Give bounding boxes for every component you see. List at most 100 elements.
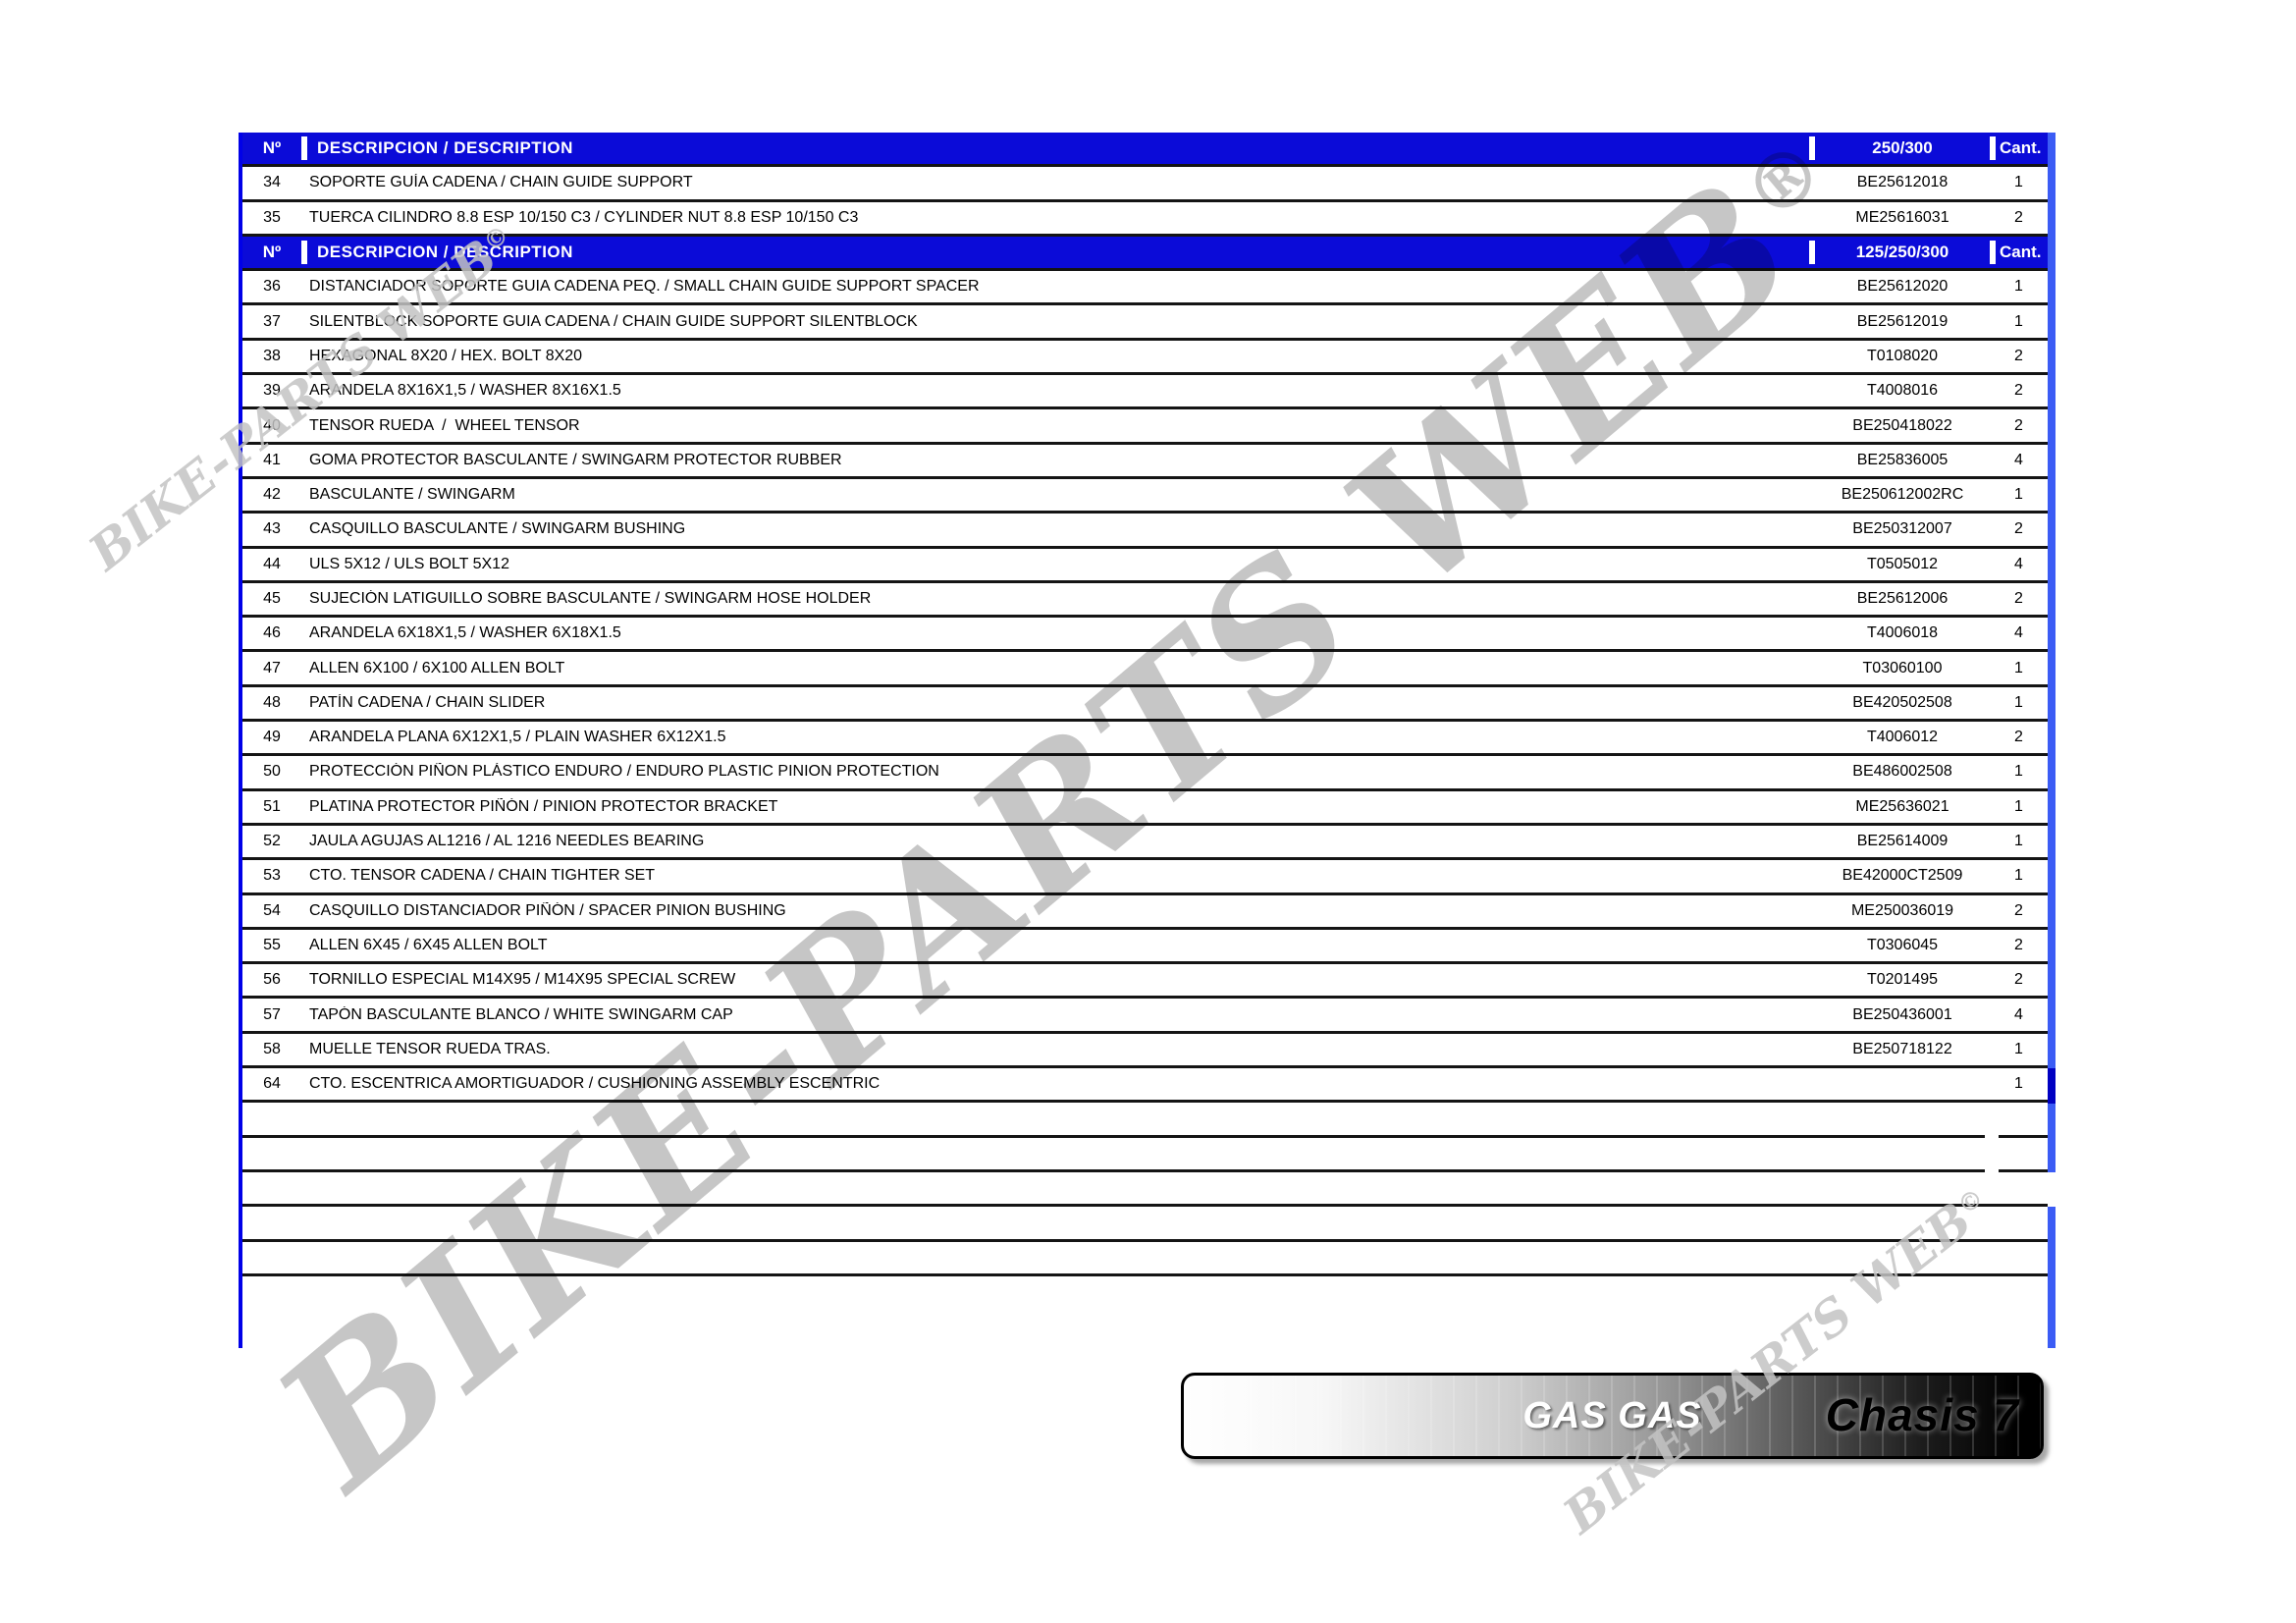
blank-row	[242, 1242, 2048, 1276]
part-quantity: 1	[2014, 1040, 2023, 1057]
part-number-index: 58	[263, 1040, 281, 1057]
part-description: TUERCA CILINDRO 8.8 ESP 10/150 C3 / CYLI…	[309, 208, 859, 226]
table-row: 34 SOPORTE GUÍA CADENA / CHAIN GUIDE SUPP…	[242, 167, 2048, 202]
part-description: HEXAGONAL 8X20 / HEX. BOLT 8X20	[309, 347, 583, 364]
table-row: 54 CASQUILLO DISTANCIADOR PIÑÓN / SPACER …	[242, 895, 2048, 930]
footer-plate: GAS GAS Chasis 7	[1181, 1373, 2044, 1459]
part-reference: T0306045	[1866, 936, 1939, 953]
part-quantity: 2	[2014, 416, 2023, 434]
part-description: CTO. ESCENTRICA AMORTIGUADOR / CUSHIONIN…	[309, 1075, 881, 1093]
part-reference: ME250036019	[1850, 901, 1954, 919]
header-no: Nº	[262, 243, 282, 262]
part-description: GOMA PROTECTOR BASCULANTE / SWINGARM PRO…	[309, 451, 842, 468]
part-quantity: 4	[2014, 1005, 2023, 1023]
blank-row-tall	[242, 1276, 2048, 1348]
part-number-index: 51	[263, 797, 281, 815]
part-quantity: 2	[2014, 382, 2023, 400]
table-row: 53 CTO. TENSOR CADENA / CHAIN TIGHTER SET…	[242, 860, 2048, 895]
part-reference: BE250436001	[1852, 1005, 1952, 1023]
part-description: ULS 5X12 / ULS BOLT 5X12	[309, 555, 509, 572]
row-64-right-marker	[2048, 1068, 2056, 1104]
part-number-index: 36	[263, 278, 281, 296]
table-rows-container: Nº DESCRIPCION / DESCRIPTION 250/300 Cant. 3…	[242, 133, 2048, 1348]
blank-row	[242, 1172, 2048, 1208]
table-row: 51 PLATINA PROTECTOR PIÑÓN / PINION PROTE…	[242, 791, 2048, 826]
header-quantity: Cant.	[2000, 138, 2042, 158]
part-description: TENSOR RUEDA / WHEEL TENSOR	[309, 416, 580, 434]
chapter-label: Chasis 7	[1825, 1388, 2019, 1440]
part-quantity: 2	[2014, 901, 2023, 919]
part-quantity: 1	[2014, 278, 2023, 296]
part-reference: BE486002508	[1852, 763, 1952, 781]
part-reference: BE25614009	[1856, 833, 1949, 850]
part-quantity: 1	[2014, 659, 2023, 676]
part-quantity: 2	[2014, 936, 2023, 953]
part-number-index: 53	[263, 867, 281, 885]
part-quantity: 1	[2014, 486, 2023, 504]
part-description: DISTANCIADOR SOPORTE GUIA CADENA PEQ. / …	[309, 278, 980, 296]
part-quantity: 1	[2014, 763, 2023, 781]
header-reference: 125/250/300	[1855, 243, 1949, 262]
header-reference: 250/300	[1872, 138, 1933, 158]
part-description: TORNILLO ESPECIAL M14X95 / M14X95 SPECIA…	[309, 971, 736, 989]
part-quantity: 1	[2014, 1075, 2023, 1093]
part-description: PATÍN CADENA / CHAIN SLIDER	[309, 693, 546, 711]
part-description: ARANDELA 8X16X1,5 / WASHER 8X16X1.5	[309, 382, 621, 400]
part-reference: ME25616031	[1855, 208, 1949, 226]
part-number-index: 37	[263, 312, 281, 330]
part-description: SUJECIÓN LATIGUILLO SOBRE BASCULANTE / S…	[309, 590, 872, 607]
part-description: CTO. TENSOR CADENA / CHAIN TIGHTER SET	[309, 867, 656, 885]
part-number-index: 52	[263, 833, 281, 850]
part-reference: BE25612018	[1856, 174, 1949, 191]
header-separator	[301, 136, 307, 161]
brand-logo-text: GAS GAS	[1522, 1394, 1702, 1436]
part-number-index: 48	[263, 693, 281, 711]
part-quantity: 2	[2014, 590, 2023, 607]
table-row: 39 ARANDELA 8X16X1,5 / WASHER 8X16X1.5 T40…	[242, 375, 2048, 410]
part-quantity: 1	[2014, 174, 2023, 191]
part-reference: ME25636021	[1855, 797, 1949, 815]
table-row: 48 PATÍN CADENA / CHAIN SLIDER BE420502508…	[242, 687, 2048, 723]
part-reference: BE25612019	[1856, 312, 1949, 330]
part-number-index: 47	[263, 659, 281, 676]
table-left-border	[239, 133, 242, 1348]
part-number-index: 40	[263, 416, 281, 434]
table-row: 46 ARANDELA 6X18X1,5 / WASHER 6X18X1.5 T40…	[242, 618, 2048, 653]
part-reference: BE250612002RC	[1841, 486, 1964, 504]
part-description: CASQUILLO DISTANCIADOR PIÑÓN / SPACER PI…	[309, 901, 786, 919]
table-row: 38 HEXAGONAL 8X20 / HEX. BOLT 8X20 T010802…	[242, 341, 2048, 376]
part-reference: T4006018	[1866, 624, 1939, 642]
table-row: 45 SUJECIÓN LATIGUILLO SOBRE BASCULANTE /…	[242, 583, 2048, 619]
blank-row	[242, 1138, 2048, 1172]
table-row: 52 JAULA AGUJAS AL1216 / AL 1216 NEEDLES …	[242, 826, 2048, 861]
header-separator	[1809, 240, 1815, 265]
part-quantity: 2	[2014, 520, 2023, 538]
header-description: DESCRIPCION / DESCRIPTION	[317, 243, 573, 262]
part-number-index: 43	[263, 520, 281, 538]
part-reference: T0201495	[1866, 971, 1939, 989]
part-quantity: 4	[2014, 555, 2023, 572]
part-description: SOPORTE GUÍA CADENA / CHAIN GUIDE SUPPOR…	[309, 174, 693, 191]
blank-row	[242, 1103, 2048, 1138]
part-number-index: 44	[263, 555, 281, 572]
header-separator	[301, 240, 307, 265]
table-row: 58 MUELLE TENSOR RUEDA TRAS. BE250718122 1	[242, 1034, 2048, 1069]
ruled-line-gap	[1985, 1168, 1999, 1173]
part-number-index: 49	[263, 729, 281, 746]
table-row: 55 ALLEN 6X45 / 6X45 ALLEN BOLT T0306045 2	[242, 930, 2048, 965]
part-quantity: 1	[2014, 312, 2023, 330]
table-row: 50 PROTECCIÓN PIÑON PLÁSTICO ENDURO / END…	[242, 756, 2048, 791]
part-number-index: 64	[263, 1075, 281, 1093]
part-number-index: 45	[263, 590, 281, 607]
table-row: 64 CTO. ESCENTRICA AMORTIGUADOR / CUSHION…	[242, 1068, 2048, 1104]
part-number-index: 46	[263, 624, 281, 642]
part-reference: T4006012	[1866, 729, 1939, 746]
part-reference: BE42000CT2509	[1842, 867, 1963, 885]
table-row: 43 CASQUILLO BASCULANTE / SWINGARM BUSHIN…	[242, 514, 2048, 549]
parts-table: Nº DESCRIPCION / DESCRIPTION 250/300 Cant. 3…	[239, 133, 2056, 1348]
header-quantity: Cant.	[2000, 243, 2042, 262]
part-reference: BE25612006	[1856, 590, 1949, 607]
table-row: 47 ALLEN 6X100 / 6X100 ALLEN BOLT T0306010…	[242, 652, 2048, 687]
part-quantity: 4	[2014, 451, 2023, 468]
part-description: MUELLE TENSOR RUEDA TRAS.	[309, 1040, 551, 1057]
